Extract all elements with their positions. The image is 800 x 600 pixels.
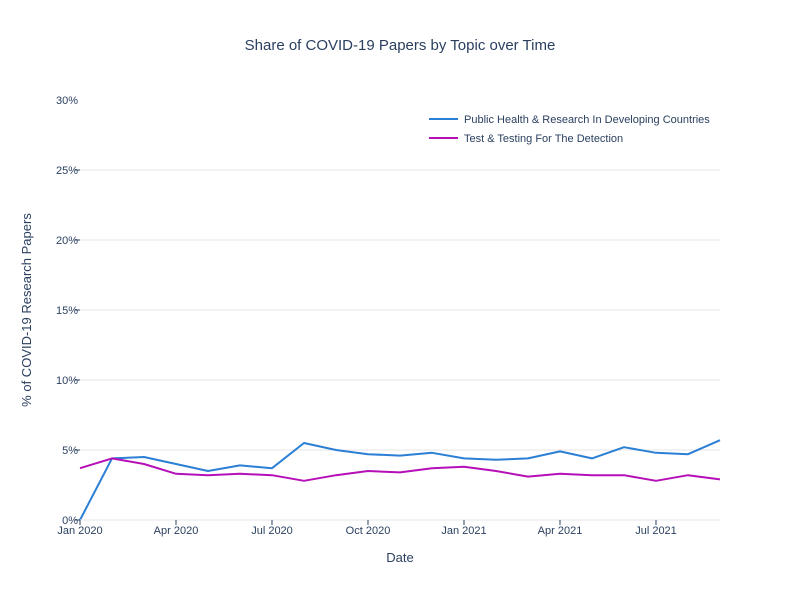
series-line-1[interactable] xyxy=(79,439,721,521)
y-tick-label: 25% xyxy=(56,165,78,177)
x-tick-label: Apr 2020 xyxy=(154,525,199,537)
x-axis-title: Date xyxy=(386,550,413,565)
legend-item-2[interactable]: Test & Testing For The Detection xyxy=(429,133,623,145)
y-tick-label: 15% xyxy=(56,305,78,317)
chart-title: Share of COVID-19 Papers by Topic over T… xyxy=(245,37,556,54)
legend-label: Test & Testing For The Detection xyxy=(464,133,623,145)
y-axis: 0% 5% 10% 15% 20% 25% 30% xyxy=(56,95,80,527)
legend[interactable]: Public Health & Research In Developing C… xyxy=(429,114,710,145)
x-tick-label: Jan 2021 xyxy=(441,525,486,537)
x-tick-label: Jan 2020 xyxy=(57,525,102,537)
series-line-2[interactable] xyxy=(79,457,721,482)
y-tick-label: 20% xyxy=(56,235,78,247)
series-lines xyxy=(79,439,721,521)
y-tick-label: 0% xyxy=(62,515,78,527)
x-tick-label: Apr 2021 xyxy=(538,525,583,537)
y-tick-label: 10% xyxy=(56,375,78,387)
legend-label: Public Health & Research In Developing C… xyxy=(464,114,710,126)
x-axis: Jan 2020 Apr 2020 Jul 2020 Oct 2020 Jan 2021… xyxy=(57,519,720,537)
y-tick-label: 30% xyxy=(56,95,78,107)
gridlines xyxy=(80,169,720,451)
legend-item-1[interactable]: Public Health & Research In Developing C… xyxy=(429,114,710,126)
x-tick-label: Oct 2020 xyxy=(346,525,391,537)
x-tick-label: Jul 2021 xyxy=(635,525,677,537)
y-tick-label: 5% xyxy=(62,445,78,457)
y-axis-title: % of COVID-19 Research Papers xyxy=(19,213,34,407)
x-tick-label: Jul 2020 xyxy=(251,525,293,537)
